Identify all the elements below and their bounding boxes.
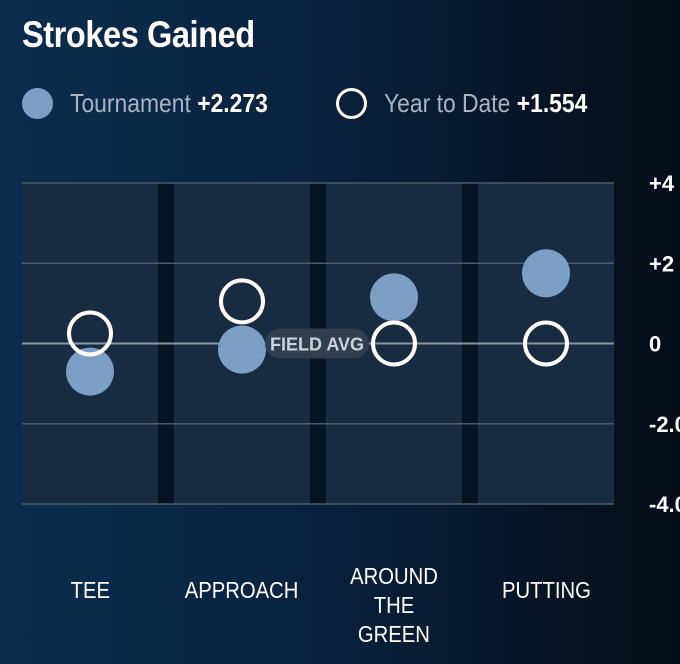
y-tick-label: 0: [649, 332, 661, 357]
legend-item-tournament: Tournament +2.273: [22, 88, 295, 119]
legend-label-tournament: Tournament: [70, 88, 191, 118]
hollow-circle-icon: [336, 88, 367, 119]
legend-text-ytd: Year to Date +1.554: [384, 88, 587, 119]
chart-title: Strokes Gained: [22, 14, 255, 55]
category-label-line: TEE: [70, 577, 110, 603]
category-label: PUTTING: [476, 576, 616, 605]
field-avg-badge: [265, 328, 369, 359]
legend-text-tournament: Tournament +2.273: [70, 88, 268, 119]
tournament-point: [66, 347, 114, 396]
filled-circle-icon: [22, 88, 53, 119]
y-tick-label: +4: [649, 171, 675, 196]
tournament-point: [218, 325, 266, 374]
legend-value-tournament: +2.273: [197, 88, 268, 118]
tournament-point: [370, 273, 418, 322]
category-label-line: AROUND THE: [350, 563, 438, 618]
ytd-point: [523, 320, 569, 367]
y-tick-label: -2.0: [649, 412, 680, 437]
y-tick-label: +2: [649, 251, 674, 276]
category-label: TEE: [20, 576, 160, 605]
y-tick-label: -4.0: [649, 492, 680, 517]
category-label: AROUND THE GREEN: [324, 562, 464, 649]
ytd-point: [67, 310, 113, 357]
legend-value-ytd: +1.554: [516, 88, 588, 118]
category-label: APPROACH: [172, 576, 312, 605]
ytd-point: [219, 278, 265, 325]
category-label-line: GREEN: [358, 621, 430, 647]
category-label-line: PUTTING: [501, 577, 591, 603]
field-avg-label: FIELD AVG: [270, 335, 364, 355]
ytd-point: [371, 320, 417, 367]
legend: Tournament +2.273 Year to Date +1.554: [0, 88, 680, 128]
legend-item-ytd: Year to Date +1.554: [336, 88, 615, 119]
category-label-line: APPROACH: [185, 577, 299, 603]
legend-label-ytd: Year to Date: [384, 88, 511, 118]
tournament-point: [522, 249, 570, 298]
